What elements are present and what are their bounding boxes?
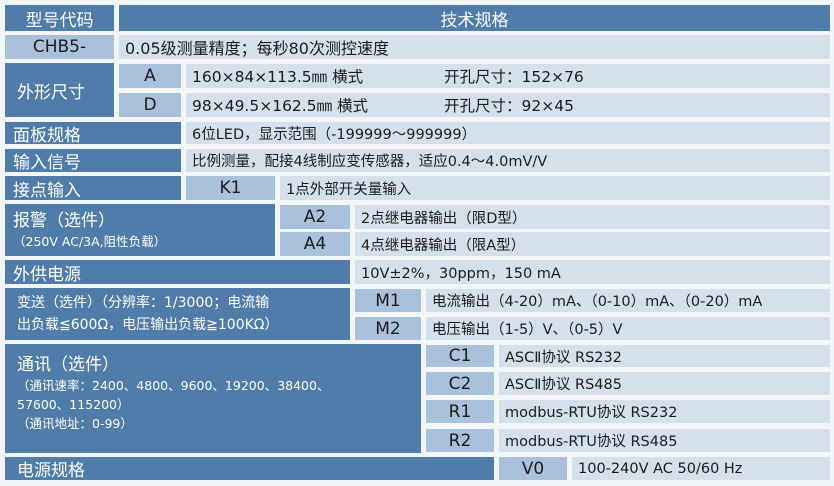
comm-c1-value: ASCⅡ协议 RS232 [499, 345, 830, 367]
comm-code-r2: R2 [426, 429, 494, 452]
size-label: 外形尺寸 [5, 63, 114, 117]
transmit-m1-value: 电流输出（4-20）mA、（0-10）mA、（0-20）mA [426, 289, 830, 312]
alarm-code-a4: A4 [280, 232, 350, 256]
power-code: V0 [499, 457, 567, 480]
comm-r1-value: modbus-RTU协议 RS232 [499, 400, 830, 423]
alarm-label: 报警（选件） [13, 210, 115, 231]
model-desc: 0.05级测量精度；每秒80次测控速度 [119, 35, 830, 59]
alarm-a2-value: 2点继电器输出（限D型） [355, 205, 830, 229]
size-a-row: 160×84×113.5㎜ 横式 开孔尺寸：152×76 [186, 64, 830, 88]
input-label: 输入信号 [5, 149, 181, 172]
size-code-d: D [119, 93, 181, 117]
alarm-label-cell: 报警（选件） （250V AC/3A,阻性负载） [5, 204, 275, 256]
power-value: 100-240V AC 50/60 Hz [572, 457, 830, 480]
comm-label-cell: 通讯（选件） （通讯速率：2400、4800、9600、19200、38400、… [5, 344, 421, 453]
comm-code-c1: C1 [426, 345, 494, 367]
ext-power-label: 外供电源 [5, 260, 350, 284]
alarm-sub: （250V AC/3A,阻性负载） [13, 233, 167, 249]
alarm-code-a2: A2 [280, 205, 350, 229]
size-a-hole: 开孔尺寸：152×76 [444, 68, 584, 86]
contact-code: K1 [186, 176, 275, 200]
input-value: 比例测量，配接4线制应变传感器，适应0.4～4.0mV/V [186, 149, 830, 172]
size-d-row: 98×49.5×162.5㎜ 横式 开孔尺寸：92×45 [186, 93, 830, 117]
comm-rate-line2: 57600、115200） [17, 397, 130, 412]
transmit-label-line2: 出负载≦600Ω，电压输出负载≧100KΩ） [17, 317, 279, 333]
transmit-label-line1: 变送（选件）（分辨率：1/3000；电流输 [17, 295, 270, 311]
transmit-m2-value: 电压输出（1-5）V、（0-5）V [426, 317, 830, 340]
header-model-code: 型号代码 [5, 5, 114, 31]
contact-label: 接点输入 [5, 176, 181, 200]
alarm-a4-value: 4点继电器输出（限A型） [355, 232, 830, 256]
size-d-dims: 98×49.5×162.5㎜ 横式 [192, 97, 369, 115]
panel-label: 面板规格 [5, 122, 181, 144]
size-d-hole: 开孔尺寸：92×45 [444, 97, 574, 115]
power-label: 电源规格 [5, 457, 494, 480]
comm-code-r1: R1 [426, 400, 494, 423]
transmit-label-cell: 变送（选件）（分辨率：1/3000；电流输 出负载≦600Ω，电压输出负载≧10… [5, 288, 350, 340]
comm-label: 通讯（选件） [17, 355, 119, 375]
transmit-code-m1: M1 [355, 289, 421, 312]
transmit-code-m2: M2 [355, 317, 421, 340]
comm-address: （通讯地址：0-99） [17, 416, 133, 431]
comm-c2-value: ASCⅡ协议 RS485 [499, 372, 830, 395]
size-a-dims: 160×84×113.5㎜ 横式 [192, 68, 364, 86]
contact-value: 1点外部开关量输入 [280, 176, 830, 200]
size-code-a: A [119, 64, 181, 88]
ext-power-value: 10V±2%，30ppm，150 mA [355, 260, 830, 284]
panel-value: 6位LED，显示范围（-199999～999999） [186, 122, 830, 144]
model-code: CHB5- [5, 35, 114, 59]
header-spec: 技术规格 [119, 5, 830, 31]
comm-r2-value: modbus-RTU协议 RS485 [499, 429, 830, 452]
comm-code-c2: C2 [426, 372, 494, 395]
comm-rate-line1: （通讯速率：2400、4800、9600、19200、38400、 [17, 378, 330, 393]
